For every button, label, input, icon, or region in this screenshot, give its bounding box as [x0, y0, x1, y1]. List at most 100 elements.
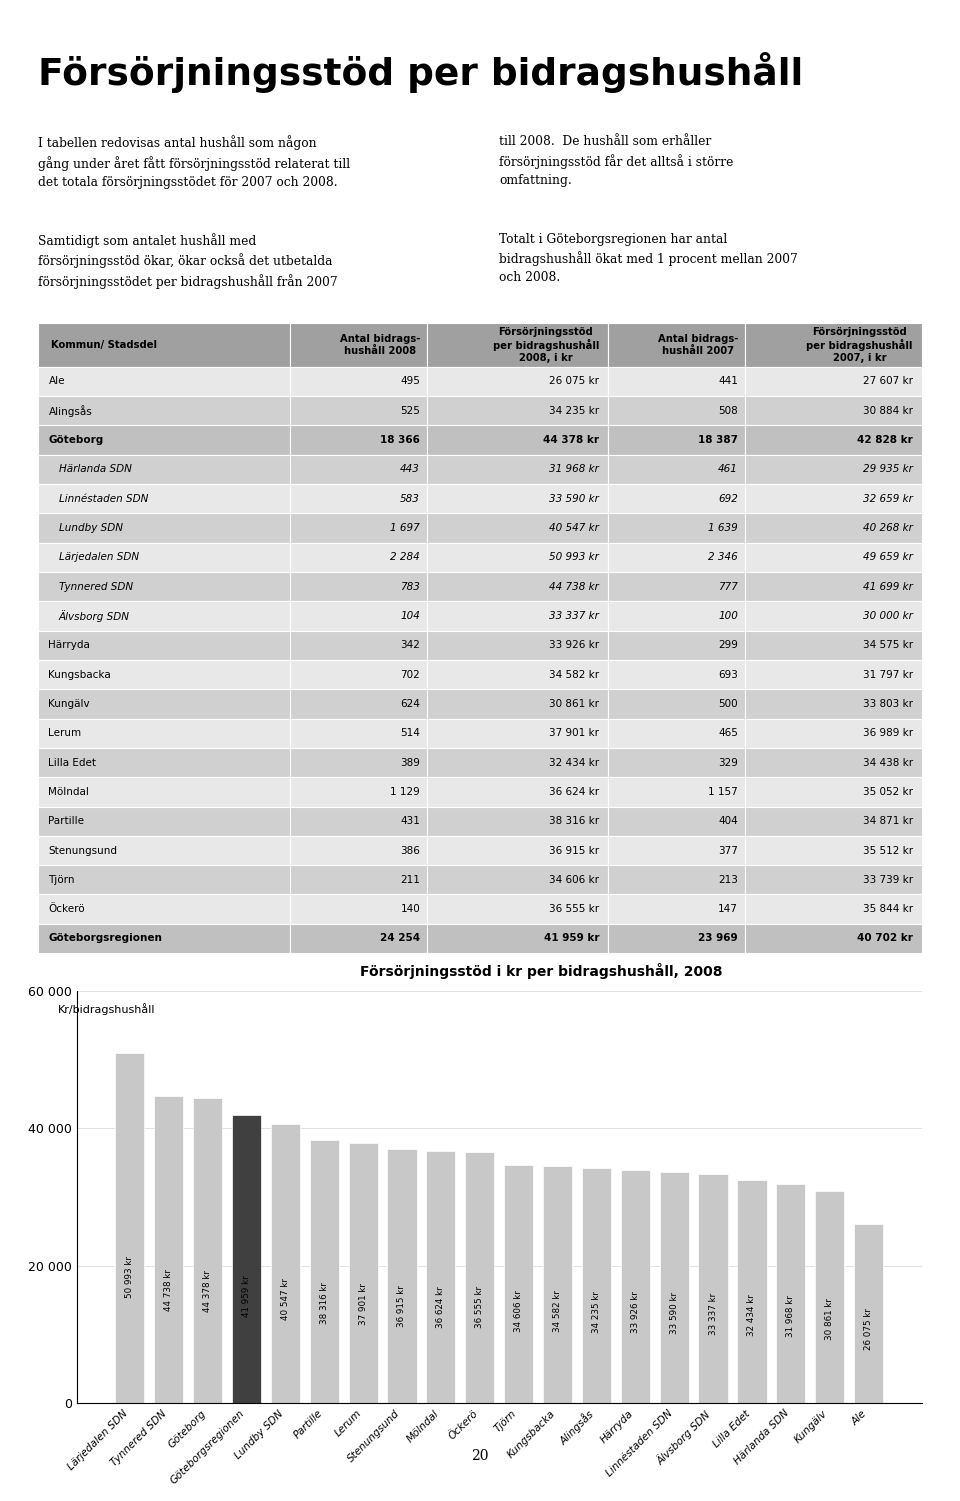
Text: 18 387: 18 387: [698, 435, 738, 444]
Text: 40 547 kr: 40 547 kr: [549, 522, 599, 533]
Text: Samtidigt som antalet hushåll med
försörjningsstöd ökar, ökar också det utbetald: Samtidigt som antalet hushåll med försör…: [38, 233, 338, 290]
Text: 36 555 kr: 36 555 kr: [475, 1286, 484, 1328]
Text: Kungsbacka: Kungsbacka: [48, 669, 111, 680]
Text: 33 590 kr: 33 590 kr: [670, 1292, 679, 1334]
Text: 40 702 kr: 40 702 kr: [857, 934, 913, 944]
Text: 443: 443: [400, 464, 420, 474]
Text: 1 157: 1 157: [708, 787, 738, 797]
Text: 34 606 kr: 34 606 kr: [515, 1291, 523, 1331]
Text: 36 624 kr: 36 624 kr: [549, 787, 599, 797]
Text: till 2008.  De hushåll som erhåller
försörjningsstöd får det alltså i större
omf: till 2008. De hushåll som erhåller försö…: [499, 135, 733, 188]
Text: 461: 461: [718, 464, 738, 474]
Text: Öckerö: Öckerö: [48, 904, 85, 914]
Text: 36 624 kr: 36 624 kr: [437, 1286, 445, 1328]
Text: 31 968 kr: 31 968 kr: [786, 1295, 795, 1337]
Bar: [582, 1168, 611, 1403]
Text: 27 607 kr: 27 607 kr: [863, 377, 913, 386]
Text: 500: 500: [718, 699, 738, 708]
Text: 30 884 kr: 30 884 kr: [863, 405, 913, 416]
Bar: [466, 1151, 494, 1403]
Text: Försörjningsstöd i kr per bidragshushåll, 2008: Försörjningsstöd i kr per bidragshushåll…: [360, 962, 723, 979]
Text: 525: 525: [400, 405, 420, 416]
Text: 404: 404: [718, 817, 738, 826]
Text: 34 575 kr: 34 575 kr: [863, 641, 913, 650]
Bar: [737, 1180, 766, 1403]
Text: 42 828 kr: 42 828 kr: [857, 435, 913, 444]
Text: 33 926 kr: 33 926 kr: [631, 1291, 639, 1333]
Text: 36 915 kr: 36 915 kr: [549, 845, 599, 856]
Text: 583: 583: [400, 494, 420, 504]
Text: Göteborg: Göteborg: [48, 435, 104, 444]
Text: 624: 624: [400, 699, 420, 708]
Text: Älvsborg SDN: Älvsborg SDN: [59, 609, 130, 621]
Text: 44 738 kr: 44 738 kr: [164, 1270, 173, 1310]
Text: 44 738 kr: 44 738 kr: [549, 581, 599, 591]
Text: 1 697: 1 697: [391, 522, 420, 533]
Text: 29 935 kr: 29 935 kr: [863, 464, 913, 474]
Text: 34 582 kr: 34 582 kr: [553, 1289, 562, 1331]
Bar: [348, 1142, 377, 1403]
Text: 20: 20: [471, 1448, 489, 1463]
Text: 31 968 kr: 31 968 kr: [549, 464, 599, 474]
Text: 37 901 kr: 37 901 kr: [549, 728, 599, 738]
Text: Mölndal: Mölndal: [48, 787, 89, 797]
Text: I tabellen redovisas antal hushåll som någon
gång under året fått försörjningsst: I tabellen redovisas antal hushåll som n…: [38, 135, 350, 189]
Text: 40 268 kr: 40 268 kr: [863, 522, 913, 533]
Text: Härryda: Härryda: [48, 641, 90, 650]
Bar: [193, 1099, 222, 1403]
Text: 30 861 kr: 30 861 kr: [549, 699, 599, 708]
Text: Stenungsund: Stenungsund: [48, 845, 117, 856]
Text: 33 803 kr: 33 803 kr: [863, 699, 913, 708]
Text: 44 378 kr: 44 378 kr: [543, 435, 599, 444]
Text: Ale: Ale: [48, 377, 65, 386]
Bar: [854, 1223, 883, 1403]
Text: 40 547 kr: 40 547 kr: [281, 1277, 290, 1319]
Text: 1 129: 1 129: [391, 787, 420, 797]
Text: 33 590 kr: 33 590 kr: [549, 494, 599, 504]
Text: 508: 508: [718, 405, 738, 416]
Bar: [271, 1124, 300, 1403]
Text: 38 316 kr: 38 316 kr: [320, 1282, 328, 1324]
Text: 33 337 kr: 33 337 kr: [708, 1292, 717, 1334]
Text: 34 582 kr: 34 582 kr: [549, 669, 599, 680]
Text: 34 438 kr: 34 438 kr: [863, 758, 913, 767]
Text: 32 659 kr: 32 659 kr: [863, 494, 913, 504]
Text: 783: 783: [400, 581, 420, 591]
Text: 36 989 kr: 36 989 kr: [863, 728, 913, 738]
Text: 38 316 kr: 38 316 kr: [549, 817, 599, 826]
Text: 2 284: 2 284: [391, 552, 420, 563]
Bar: [115, 1052, 144, 1403]
Text: 36 555 kr: 36 555 kr: [549, 904, 599, 914]
Text: 35 052 kr: 35 052 kr: [863, 787, 913, 797]
Text: 41 959 kr: 41 959 kr: [543, 934, 599, 944]
Text: 34 871 kr: 34 871 kr: [863, 817, 913, 826]
Text: 50 993 kr: 50 993 kr: [126, 1256, 134, 1298]
Text: 389: 389: [400, 758, 420, 767]
Text: 34 606 kr: 34 606 kr: [549, 875, 599, 884]
Text: 329: 329: [718, 758, 738, 767]
Text: Göteborgsregionen: Göteborgsregionen: [48, 934, 162, 944]
Bar: [815, 1192, 844, 1403]
Text: 441: 441: [718, 377, 738, 386]
Text: 26 075 kr: 26 075 kr: [864, 1307, 873, 1349]
Text: 34 235 kr: 34 235 kr: [592, 1291, 601, 1333]
Bar: [155, 1096, 183, 1403]
Text: Försörjningsstöd per bidragshushåll: Försörjningsstöd per bidragshushåll: [38, 51, 804, 93]
Text: 777: 777: [718, 581, 738, 591]
Bar: [388, 1150, 417, 1403]
Text: Lerum: Lerum: [48, 728, 82, 738]
Text: 32 434 kr: 32 434 kr: [748, 1295, 756, 1336]
Text: 342: 342: [400, 641, 420, 650]
Text: Totalt i Göteborgsregionen har antal
bidragshushåll ökat med 1 procent mellan 20: Totalt i Göteborgsregionen har antal bid…: [499, 233, 798, 285]
Text: Linnéstaden SDN: Linnéstaden SDN: [59, 494, 148, 504]
Text: Antal bidrags-
hushåll 2007: Antal bidrags- hushåll 2007: [658, 333, 738, 356]
Text: 32 434 kr: 32 434 kr: [549, 758, 599, 767]
Text: 692: 692: [718, 494, 738, 504]
Text: Härlanda SDN: Härlanda SDN: [59, 464, 132, 474]
Text: 36 915 kr: 36 915 kr: [397, 1285, 406, 1327]
Text: 465: 465: [718, 728, 738, 738]
Text: 34 235 kr: 34 235 kr: [549, 405, 599, 416]
Text: Antal bidrags-
hushåll 2008: Antal bidrags- hushåll 2008: [340, 333, 420, 356]
Text: Lundby SDN: Lundby SDN: [59, 522, 123, 533]
Text: 147: 147: [718, 904, 738, 914]
